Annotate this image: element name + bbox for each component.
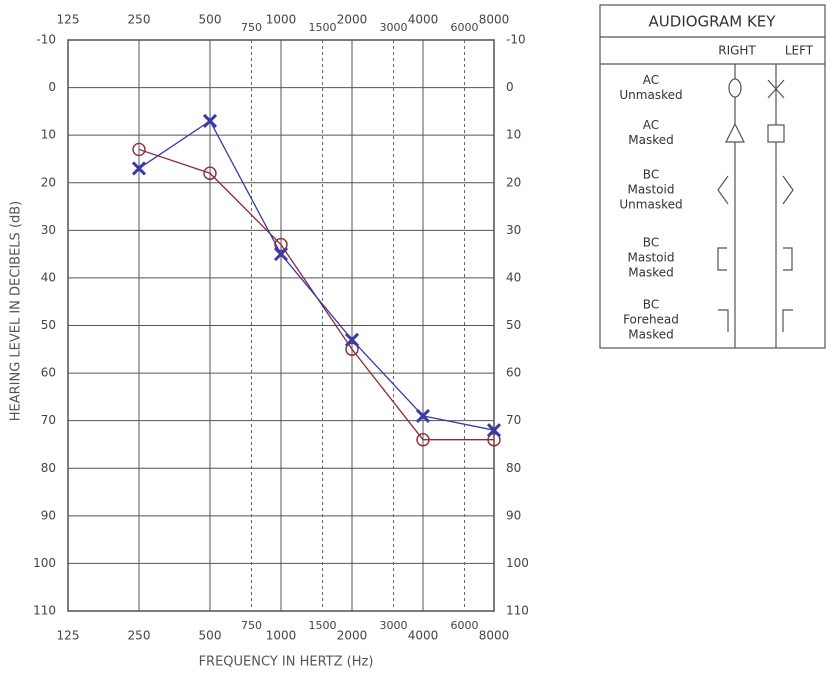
x-axis-label: FREQUENCY IN HERTZ (Hz)	[199, 655, 374, 670]
y-tick-label: 40	[41, 270, 56, 284]
key-label: Masked	[628, 133, 673, 147]
series-line	[138, 148, 494, 441]
x-tick-label: 6000	[451, 21, 479, 34]
x-tick-label: 4000	[408, 13, 439, 27]
key-box	[599, 4, 826, 349]
key-symbol	[717, 247, 727, 271]
key-column: LEFT	[785, 44, 814, 58]
x-tick-label: 3000	[380, 619, 408, 632]
y-tick-label: 100	[506, 556, 529, 570]
x-tick-label: 6000	[451, 619, 479, 632]
x-tick-label: 750	[241, 619, 262, 632]
data-point	[274, 237, 288, 252]
x-tick-label: 8000	[479, 629, 510, 643]
key-symbol	[783, 247, 793, 271]
x-tick-label: 3000	[380, 21, 408, 34]
y-tick-label: 10	[506, 128, 521, 142]
y-tick-label: 20	[41, 175, 56, 189]
key-symbol	[782, 175, 794, 205]
data-point	[416, 433, 430, 447]
key-label: BC	[643, 298, 659, 312]
y-tick-label: 50	[506, 318, 521, 332]
key-label: Mastoid	[628, 251, 675, 265]
key-symbol	[718, 309, 729, 332]
x-tick-label: 125	[57, 13, 80, 27]
key-symbol	[782, 309, 793, 332]
y-tick-label: 20	[506, 175, 521, 189]
audiogram-key	[599, 4, 826, 349]
x-tick-label: 4000	[408, 629, 439, 643]
x-tick-label: 500	[199, 13, 222, 27]
x-tick-label: 2000	[337, 13, 368, 27]
data-point	[344, 332, 360, 347]
y-axis-label: HEARING LEVEL IN DECIBELS (dB)	[9, 201, 24, 422]
key-label: AC	[643, 73, 659, 87]
y-tick-label: 30	[506, 223, 521, 237]
key-symbol	[767, 124, 785, 143]
key-symbol	[717, 175, 729, 205]
y-tick-label: 50	[41, 318, 56, 332]
x-tick-label: 1000	[266, 629, 297, 643]
y-tick-label: 60	[41, 366, 56, 380]
data-point	[486, 423, 502, 438]
y-tick-label: 80	[41, 461, 56, 475]
x-tick-label: 8000	[479, 13, 510, 27]
data-point	[202, 113, 218, 128]
key-label: BC	[643, 236, 659, 250]
y-tick-label: 80	[506, 461, 521, 475]
data-point	[132, 142, 146, 157]
data-point	[131, 161, 147, 176]
series-line	[138, 119, 495, 431]
x-tick-label: 250	[128, 629, 151, 643]
key-label: Unmasked	[619, 88, 682, 102]
x-tick-label: 1500	[309, 619, 337, 632]
key-label: Unmasked	[619, 198, 682, 212]
x-tick-label: 2000	[337, 629, 368, 643]
data-point	[273, 247, 289, 262]
data-point	[487, 433, 501, 447]
data-point	[203, 166, 217, 180]
y-tick-label: -10	[506, 33, 526, 47]
key-column: RIGHT	[718, 44, 756, 58]
key-title: AUDIOGRAM KEY	[649, 13, 777, 31]
y-tick-label: 0	[506, 80, 514, 94]
key-symbol	[767, 79, 785, 99]
key-label: BC	[643, 168, 659, 182]
key-label: Masked	[628, 266, 673, 280]
x-tick-label: 125	[57, 629, 80, 643]
y-tick-label: 60	[506, 366, 521, 380]
y-tick-label: 70	[506, 413, 521, 427]
key-label: Forehead	[623, 313, 679, 327]
x-tick-label: 250	[128, 13, 151, 27]
y-tick-label: 100	[33, 556, 56, 570]
y-tick-label: 0	[48, 80, 56, 94]
x-tick-label: 500	[199, 629, 222, 643]
y-tick-label: 90	[506, 508, 521, 522]
x-tick-label: 750	[241, 21, 262, 34]
y-tick-label: 10	[41, 128, 56, 142]
y-tick-label: 110	[33, 604, 56, 618]
y-tick-label: 110	[506, 604, 529, 618]
data-point	[415, 408, 431, 423]
y-tick-label: 90	[41, 508, 56, 522]
y-tick-label: 40	[506, 270, 521, 284]
key-label: Mastoid	[628, 183, 675, 197]
x-tick-label: 1000	[266, 13, 297, 27]
y-tick-label: 70	[41, 413, 56, 427]
key-symbol	[728, 78, 742, 98]
key-label: AC	[643, 118, 659, 132]
y-tick-label: -10	[36, 33, 56, 47]
y-tick-label: 30	[41, 223, 56, 237]
x-tick-label: 1500	[309, 21, 337, 34]
key-label: Masked	[628, 328, 673, 342]
data-point	[345, 342, 359, 356]
key-symbol	[725, 122, 745, 143]
